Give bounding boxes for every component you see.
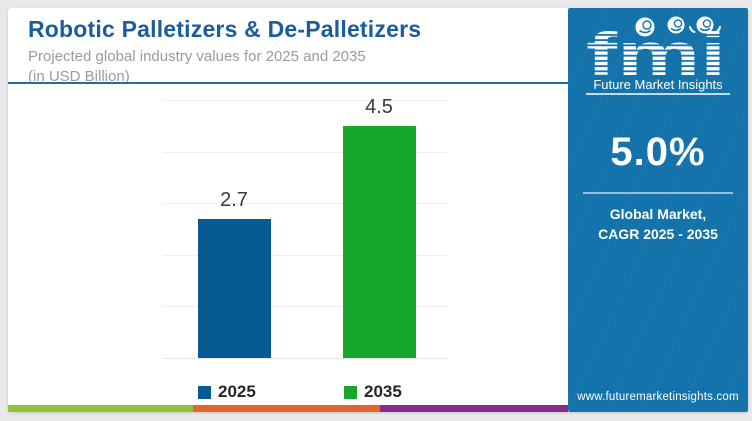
plot-area: 2.7 4.5 [162,96,447,359]
bar-value-label-2025: 2.7 [220,188,248,211]
legend-swatch-blue-icon [198,385,211,399]
footer-color-stripe [8,405,568,412]
header: Robotic Palletizers & De-Palletizers Pro… [8,8,568,87]
gridline [162,254,447,256]
gridline [162,306,447,308]
gridline [162,151,447,153]
logo-caption: Future Market Insights [593,77,723,92]
legend-item-2035: 2035 [344,382,402,402]
cagr-caption: Global Market, CAGR 2025 - 2035 [568,204,748,244]
bar-2025 [198,218,271,358]
chart-unit-label: (in USD Billion) [28,68,130,85]
bar-2035 [343,125,416,358]
bar-value-label-2035: 4.5 [365,95,393,118]
legend-label-2035: 2035 [364,382,402,401]
legend-label-2025: 2025 [218,382,256,401]
logo-wrap: fmi Future Market Insights [568,15,748,97]
stripe-purple-segment [380,405,568,412]
gridline [162,100,447,101]
gridline [162,203,447,205]
stripe-orange-segment [193,405,380,412]
stripe-green-segment [8,405,193,412]
chart-subtitle: Projected global industry values for 202… [28,48,366,65]
website-link[interactable]: www.futuremarketinsights.com [577,391,739,403]
cagr-caption-line1: Global Market, [609,206,707,222]
page-title: Robotic Palletizers & De-Palletizers [28,16,422,42]
legend-item-2025: 2025 [198,382,256,402]
cagr-divider [583,192,733,194]
brand-panel: fmi Future Market Insights 5.0% Global M… [568,8,748,412]
cagr-value: 5.0% [610,130,706,174]
legend-swatch-green-icon [344,385,357,399]
cagr-caption-line2: CAGR 2025 - 2035 [598,226,718,242]
fmi-logo: fmi Future Market Insights [586,16,730,95]
axis-baseline [162,358,447,359]
title-divider [8,82,568,84]
logo-text: fmi [586,21,726,88]
